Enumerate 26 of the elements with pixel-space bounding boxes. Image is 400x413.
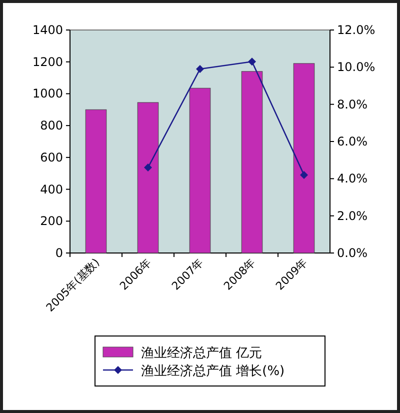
y2-tick-label: 6.0% xyxy=(337,134,368,148)
y-tick-label: 600 xyxy=(40,150,63,164)
y-tick-label: 400 xyxy=(40,182,63,196)
y-tick-label: 1200 xyxy=(32,54,63,69)
y-tick-label: 1400 xyxy=(32,23,63,37)
y2-tick-label: 8.0% xyxy=(337,97,368,112)
legend-label: 渔业经济总产值 增长(%) xyxy=(141,364,285,379)
bar xyxy=(85,109,107,254)
y-tick-label: 0 xyxy=(55,246,63,260)
y2-tick-label: 0.0% xyxy=(337,246,368,260)
y2-tick-label: 4.0% xyxy=(337,172,368,186)
y-tick-label: 1000 xyxy=(32,86,63,101)
bar xyxy=(241,71,263,254)
y2-tick-label: 12.0% xyxy=(337,23,376,37)
y-tick-label: 800 xyxy=(40,118,63,133)
y2-tick-label: 10.0% xyxy=(337,60,376,74)
y2-tick-label: 2.0% xyxy=(337,208,368,223)
legend-label: 渔业经济总产值 亿元 xyxy=(141,346,262,361)
point xyxy=(300,170,308,179)
point xyxy=(196,65,204,74)
bar xyxy=(293,63,315,254)
point xyxy=(144,164,152,172)
point xyxy=(248,58,256,66)
bar xyxy=(189,88,211,254)
bar xyxy=(137,102,159,254)
y-tick-label: 200 xyxy=(40,214,63,228)
